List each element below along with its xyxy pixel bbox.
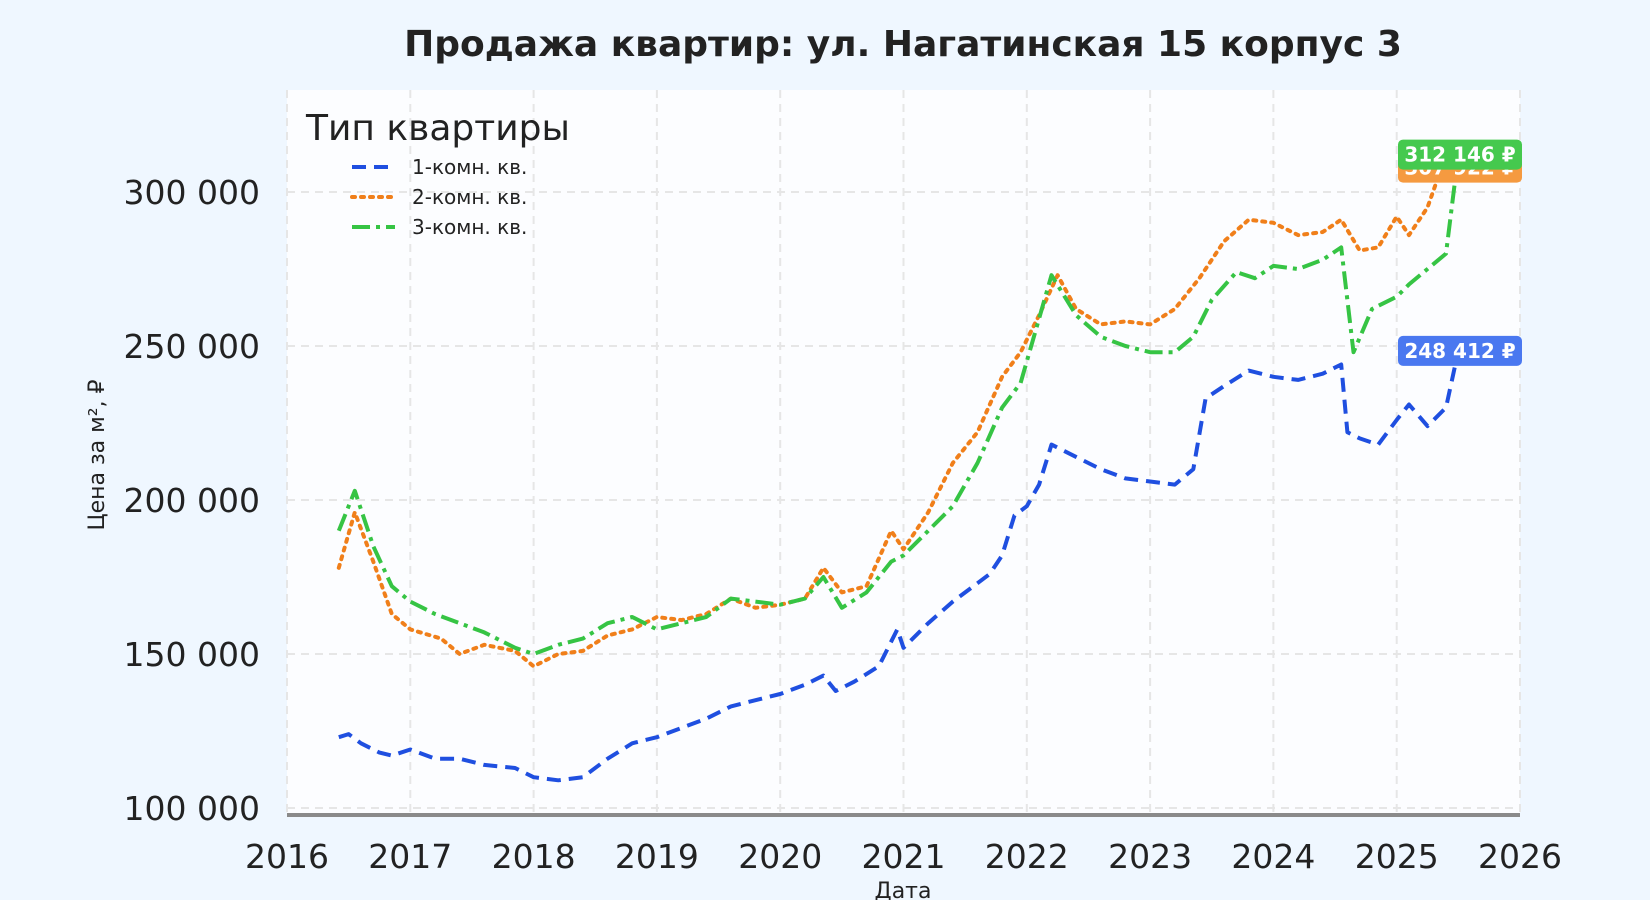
legend: Тип квартиры 1-комн. кв. 2-комн. кв. 3-ком… (305, 108, 570, 239)
y-axis-label: Цена за м², ₽ (85, 379, 110, 530)
x-tick-label: 2020 (738, 837, 822, 876)
series-line-2 (336, 153, 1461, 669)
x-tick-label: 2022 (985, 837, 1069, 876)
y-tick-label: 150 000 (124, 635, 260, 674)
x-tick-label: 2025 (1355, 837, 1439, 876)
y-tick-label: 300 000 (124, 173, 260, 212)
end-labels: 307 922 ₽312 146 ₽248 412 ₽ (1398, 139, 1522, 366)
x-tick-label: 2018 (492, 837, 576, 876)
y-tick-label: 100 000 (124, 789, 260, 828)
x-tick-label: 2024 (1231, 837, 1315, 876)
x-tick-label: 2016 (245, 837, 329, 876)
y-tick-label: 250 000 (124, 327, 260, 366)
legend-title: Тип квартиры (305, 108, 570, 149)
end-label-text: 312 146 ₽ (1404, 143, 1515, 167)
x-tick-label: 2026 (1478, 837, 1562, 876)
legend-label: 1-комн. кв. (412, 155, 527, 179)
x-tick-label: 2017 (368, 837, 452, 876)
legend-label: 2-комн. кв. (412, 185, 527, 209)
x-axis-ticks: 2016 2017 2018 2019 2020 2021 2022 2023 2024 2025… (245, 837, 1562, 876)
end-label-3: 312 146 ₽ (1398, 139, 1522, 170)
end-label-box (1398, 139, 1522, 170)
x-tick-label: 2023 (1108, 837, 1192, 876)
legend-label: 3-комн. кв. (412, 215, 527, 239)
end-label-1: 248 412 ₽ (1398, 335, 1522, 366)
series-line-3 (336, 154, 1461, 656)
x-tick-label: 2021 (862, 837, 946, 876)
chart-title: Продажа квартир: ул. Нагатинская 15 корп… (404, 24, 1402, 65)
y-axis-ticks: 100 000 150 000 200 000 250 000 300 000 (124, 173, 260, 828)
end-label-box (1398, 335, 1522, 366)
x-axis-label: Дата (875, 879, 932, 900)
series-lines (336, 153, 1461, 783)
y-tick-label: 200 000 (124, 481, 260, 520)
x-tick-label: 2019 (615, 837, 699, 876)
end-label-text: 248 412 ₽ (1404, 339, 1515, 363)
